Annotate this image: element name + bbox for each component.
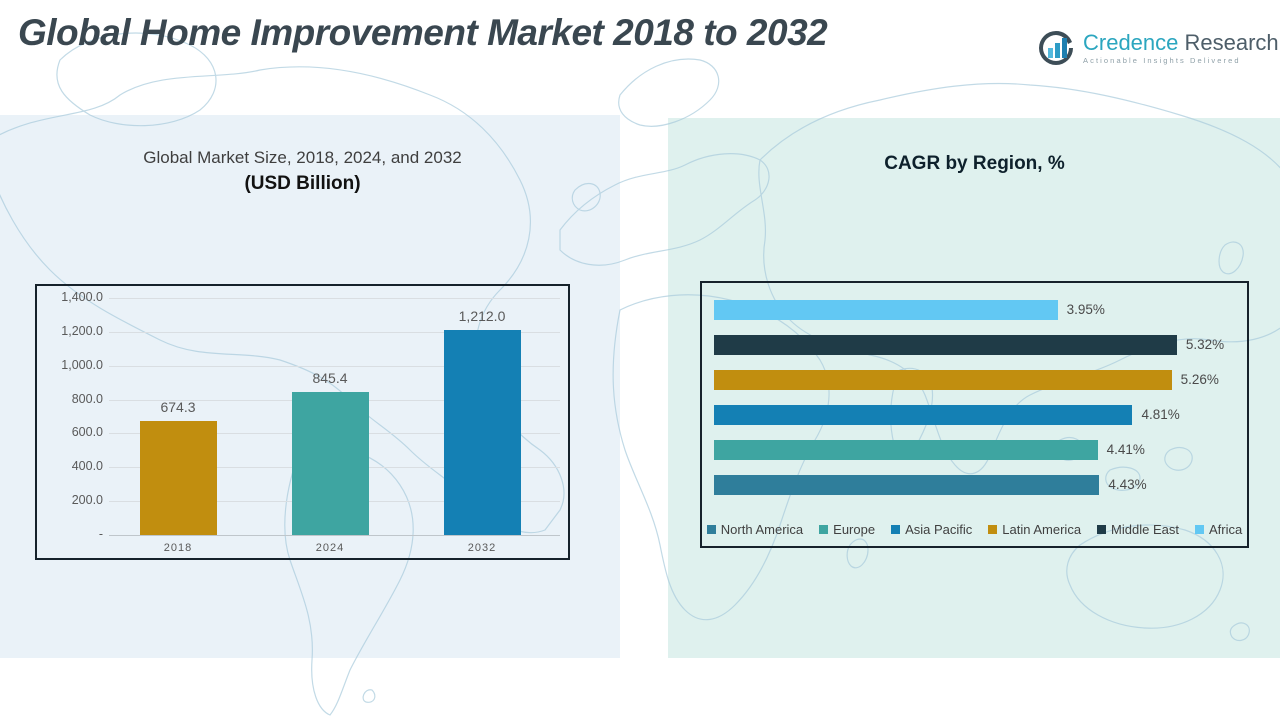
region-legend: North America Europe Asia Pacific Latin Ame… <box>702 522 1247 537</box>
logo-brand-primary: Credence <box>1083 30 1179 55</box>
x-axis-line <box>109 535 560 536</box>
x-axis-category-label: 2018 <box>163 542 193 554</box>
legend-item-north-america: North America <box>706 522 804 537</box>
cagr-by-region-bar-chart: North America Europe Asia Pacific Latin Ame… <box>700 281 1249 548</box>
legend-swatch-icon <box>1097 525 1107 534</box>
legend-item-latin-america: Latin America <box>988 522 1081 537</box>
y-gridline <box>109 298 560 299</box>
left-chart-title-line2: (USD Billion) <box>244 173 361 194</box>
hbar-asia-pacific <box>714 405 1133 425</box>
column-bar-2024 <box>291 391 369 535</box>
legend-label: Africa <box>1208 522 1243 537</box>
credence-research-logo: Credence Research Actionable Insights De… <box>1036 28 1279 68</box>
legend-label: North America <box>720 522 804 537</box>
legend-item-europe: Europe <box>819 522 875 537</box>
hbar-value-label: 4.43% <box>1108 477 1147 492</box>
logo-wordmark: Credence Research <box>1083 31 1279 55</box>
left-chart-title-line1: Global Market Size, 2018, 2024, and 2032 <box>143 148 462 167</box>
legend-swatch-icon <box>988 525 998 534</box>
y-axis-tick-label: 200.0 <box>71 493 103 508</box>
bar-value-label: 1,212.0 <box>458 307 506 324</box>
y-axis-tick-label: 600.0 <box>71 425 103 440</box>
hbar-europe <box>714 440 1098 460</box>
legend-label: Asia Pacific <box>905 522 973 537</box>
x-axis-category-label: 2032 <box>467 542 497 554</box>
logo-bar-chart-icon <box>1039 30 1073 65</box>
hbar-value-label: 3.95% <box>1066 302 1105 317</box>
hbar-value-label: 5.32% <box>1185 337 1225 352</box>
hbar-africa <box>714 300 1058 320</box>
bar-value-label: 674.3 <box>160 398 196 415</box>
hbar-north-america <box>714 475 1100 495</box>
column-bar-2018 <box>139 420 217 535</box>
legend-item-middle-east: Middle East <box>1097 522 1179 537</box>
y-axis-tick-label: 1,200.0 <box>61 323 103 338</box>
legend-swatch-icon <box>819 525 829 534</box>
y-axis-tick-label: 800.0 <box>71 391 103 406</box>
legend-label: Latin America <box>1002 522 1082 537</box>
market-size-column-chart: - 200.0 400.0 600.0 800.0 1,000.0 1,200.0 1,400… <box>35 284 570 560</box>
legend-swatch-icon <box>706 525 716 534</box>
logo-text: Credence Research Actionable Insights De… <box>1083 31 1279 66</box>
hbar-value-label: 5.26% <box>1180 372 1219 387</box>
right-chart-title: CAGR by Region, % <box>884 153 1065 174</box>
logo-tagline: Actionable Insights Delivered <box>1083 56 1241 65</box>
hbar-middle-east <box>714 335 1177 355</box>
legend-label: Middle East <box>1111 522 1179 537</box>
hbar-latin-america <box>714 370 1172 390</box>
column-bar-2032 <box>443 329 521 535</box>
legend-label: Europe <box>833 522 876 537</box>
bar-value-label: 845.4 <box>312 369 348 386</box>
y-axis-tick-label: - <box>98 527 103 541</box>
legend-item-asia-pacific: Asia Pacific <box>891 522 972 537</box>
y-axis-tick-label: 1,400.0 <box>61 290 103 304</box>
y-axis-tick-label: 400.0 <box>71 459 103 474</box>
y-gridline <box>109 365 560 367</box>
legend-swatch-icon <box>891 525 901 534</box>
x-axis-category-label: 2024 <box>315 542 345 554</box>
page-title: Global Home Improvement Market 2018 to 2… <box>18 12 828 53</box>
legend-item-africa: Africa <box>1194 522 1243 537</box>
hbar-value-label: 4.81% <box>1141 407 1180 422</box>
hbar-value-label: 4.41% <box>1106 442 1145 457</box>
legend-swatch-icon <box>1194 525 1204 534</box>
y-gridline <box>109 331 560 333</box>
y-axis-tick-label: 1,000.0 <box>61 357 103 372</box>
logo-brand-secondary: Research <box>1184 30 1279 55</box>
left-chart-title: Global Market Size, 2018, 2024, and 2032… <box>35 148 570 195</box>
